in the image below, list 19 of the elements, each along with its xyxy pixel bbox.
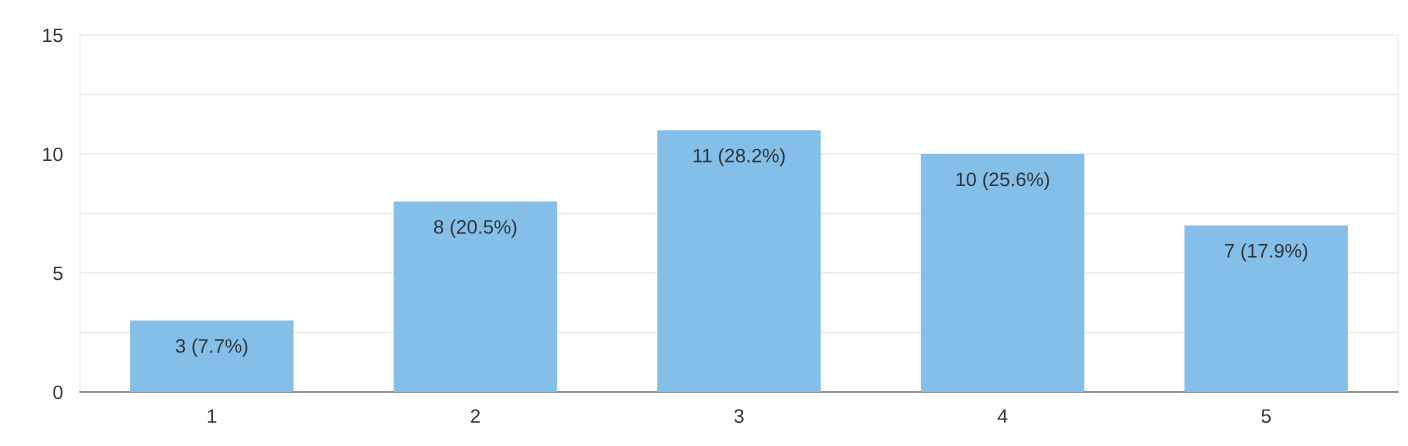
bar bbox=[657, 130, 821, 392]
data-label: 3 (7.7%) bbox=[175, 338, 248, 357]
y-tick-label: 0 bbox=[53, 385, 63, 400]
data-label: 8 (20.5%) bbox=[434, 219, 517, 238]
y-tick-label: 10 bbox=[43, 147, 63, 162]
x-tick-label: 4 bbox=[997, 409, 1008, 423]
bar bbox=[920, 154, 1085, 392]
y-tick-label: 15 bbox=[43, 28, 63, 43]
bar bbox=[130, 320, 294, 392]
data-label: 10 (25.6%) bbox=[956, 171, 1049, 191]
bar bbox=[393, 201, 558, 392]
x-tick-label: 1 bbox=[207, 409, 217, 423]
bar bbox=[1184, 225, 1348, 392]
data-label: 11 (28.2%) bbox=[693, 148, 785, 167]
y-tick-label: 5 bbox=[53, 266, 63, 281]
x-tick-label: 5 bbox=[1261, 409, 1271, 423]
data-label: 7 (17.9%) bbox=[1225, 243, 1308, 262]
x-tick-label: 3 bbox=[734, 409, 744, 423]
x-tick-label: 2 bbox=[470, 409, 480, 423]
